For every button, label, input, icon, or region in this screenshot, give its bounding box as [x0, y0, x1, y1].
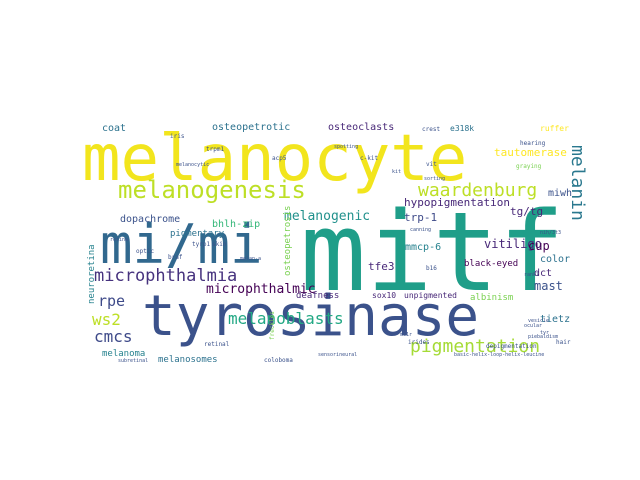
word-sox10: sox10: [372, 291, 396, 300]
word-ocular: ocular: [524, 323, 542, 329]
word-mast: mast: [534, 279, 563, 293]
word-melanosomes: melanosomes: [158, 355, 218, 365]
word-melanoblasts: melanoblasts: [228, 309, 344, 328]
word-pigmentation: pigmentation: [410, 336, 540, 357]
word-mi-mi: mi/mi: [100, 213, 263, 276]
word-bhlh-zip: bhlh-zip: [212, 219, 260, 230]
word-vitiligo: vitiligo: [484, 237, 542, 251]
word-albinism: albinism: [470, 293, 513, 303]
word-tyr: tyr: [540, 330, 549, 336]
word-melanoma: melanoma: [102, 349, 145, 359]
word-vit: vit: [426, 161, 437, 168]
word-melanogenic: melanogenic: [284, 209, 370, 224]
word-graying: graying: [516, 163, 542, 170]
word-c-kit: c-kit: [360, 155, 378, 162]
word-mc1r: mc1r: [400, 332, 412, 338]
word-dopachrome: dopachrome: [120, 214, 180, 225]
word-spotting: spotting: [334, 144, 358, 150]
word-braf: braf: [168, 254, 183, 261]
word-sensorineural: sensorineural: [318, 352, 357, 358]
word-cup: cup: [528, 239, 550, 253]
word-iris: iris: [170, 133, 185, 140]
word-basic-helix-loop-helix-leucine: basic-helix-loop-helix-leucine: [454, 352, 544, 358]
word-melanogenesis: melanogenesis: [118, 176, 306, 204]
word-depigmentation: depigmentation: [486, 343, 537, 350]
word-neuroretina: neuroretina: [87, 244, 97, 304]
word-b16: b16: [426, 265, 437, 272]
word-mmcp-6: mmcp-6: [405, 242, 441, 253]
word-black-eyed: black-eyed: [464, 259, 518, 269]
word-color: color: [540, 254, 570, 265]
word-kit: kit: [392, 169, 401, 175]
word-ruffer: ruffer: [540, 124, 569, 133]
word-dct: dct: [534, 268, 552, 279]
word-retinal: retinal: [204, 341, 230, 348]
word-e318k: e318k: [450, 124, 474, 133]
word-trpm1: trpm1: [206, 146, 224, 153]
word-canning: canning: [410, 227, 431, 233]
word-hypopigmentation: hypopigmentation: [404, 196, 510, 209]
word-rpe: rpe: [98, 292, 125, 310]
word-melanin: melanin: [567, 145, 588, 221]
word-miwh: miwh: [548, 188, 572, 199]
word-coloboma: coloboma: [264, 357, 293, 364]
word-ws2: ws2: [92, 310, 121, 329]
word-cmcs: cmcs: [94, 327, 133, 346]
word-unpigmented: unpigmented: [404, 291, 457, 300]
word-crest: crest: [422, 126, 440, 133]
word-melanocytic: melanocytic: [176, 162, 209, 168]
word-nih-3t3: nih/3t3: [540, 230, 561, 236]
word-piebaldism: piebaldism: [528, 334, 558, 340]
word-waardenburg: waardenburg: [418, 180, 537, 201]
word-acp5: acp5: [272, 155, 287, 162]
word-tyrosinase: tyrosinase: [142, 284, 479, 349]
word-skin: skin: [212, 241, 227, 248]
word-freckles: freckles: [269, 311, 276, 340]
word-osteopetrosis: osteopetrosis: [283, 206, 293, 276]
word-melan-a: melan-a: [240, 256, 261, 262]
word-coat: coat: [102, 123, 126, 134]
word-hair: hair: [556, 339, 571, 346]
word-subretinal: subretinal: [118, 358, 148, 364]
word-vesicle: vesicle: [528, 318, 549, 324]
word-melanocyte: melanocyte: [82, 122, 467, 196]
word-microphthalmia: microphthalmia: [94, 266, 237, 286]
word-irides: irides: [408, 339, 430, 346]
word-tg-tg: tg/tg: [510, 205, 543, 218]
word-rankl: rankl: [524, 272, 539, 278]
word-sorting: sorting: [424, 176, 445, 182]
word-osteoclasts: osteoclasts: [328, 122, 394, 133]
word-tautomerase: tautomerase: [494, 146, 567, 159]
word-tietz: tietz: [540, 314, 570, 325]
word-retina: retina: [110, 237, 128, 243]
word-pigmentary: pigmentary: [170, 229, 225, 239]
word-microphthalmic: microphthalmic: [206, 282, 316, 297]
word-optic: optic: [136, 248, 154, 255]
word-hearing: hearing: [520, 140, 546, 147]
word-tyrp1: tyrp1: [192, 241, 210, 248]
word-trp-1: trp-1: [404, 211, 437, 224]
word-tfe3: tfe3: [368, 260, 395, 273]
word-mitf: mitf: [300, 188, 565, 316]
word-osteopetrotic: osteopetrotic: [212, 122, 290, 133]
word-deafness: deafness: [296, 291, 339, 301]
